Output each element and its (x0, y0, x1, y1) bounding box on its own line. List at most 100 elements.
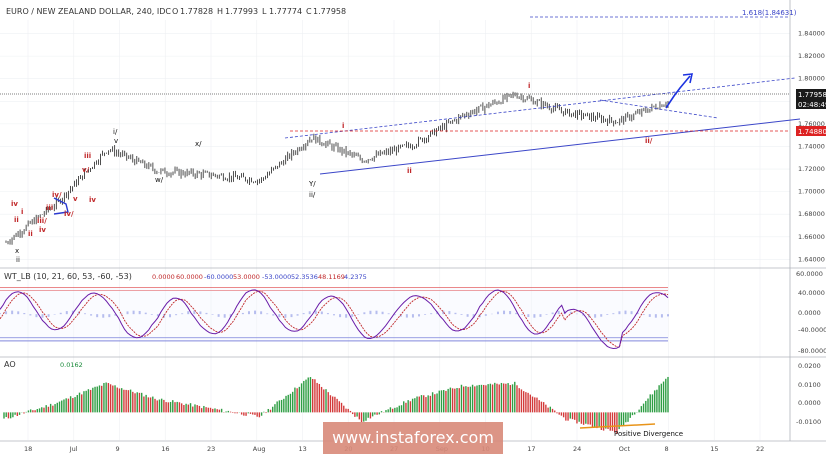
price-tags: 1.77958 02:48:49 1.74880 (796, 89, 826, 136)
wt-main-line (0, 289, 669, 350)
price-tick: 1.82000 (798, 52, 825, 60)
ao-tick-0100: 0.0100 (798, 381, 821, 389)
c-label: C (306, 7, 312, 16)
wt-value-2: 60.0000 (176, 273, 203, 281)
wave-label-ii-black: ii (16, 256, 20, 264)
time-tick: 18 (24, 445, 32, 453)
o-value: 1.77828 (180, 7, 213, 16)
price-plot (5, 91, 669, 245)
wt-tick-40: 40.0000 (798, 289, 825, 297)
wave-label-iv-2: iv (39, 226, 46, 234)
watermark: www.instaforex.com (323, 422, 503, 454)
price-tick: 1.66000 (798, 233, 825, 241)
wave-label-i-3: i (528, 82, 530, 90)
trend-line-lower (319, 118, 801, 175)
wave-label-iii-slash: iii/ (37, 217, 47, 225)
symbol-title: EURO / NEW ZEALAND DOLLAR, 240, IDC (6, 7, 171, 16)
divergence-line (579, 423, 656, 429)
wave-label-iv-slash: iv/ (64, 210, 74, 218)
wave-label-x: x (15, 247, 19, 255)
wt-value-8: 4.2375 (344, 273, 367, 281)
wave-label-i-slash: i/ (113, 128, 118, 136)
ao-tick-0200: 0.0200 (798, 362, 821, 370)
time-tick: 15 (710, 445, 718, 453)
wave-label-iv-slash-2: iv/ (52, 191, 62, 199)
level-tag (796, 126, 826, 136)
wt-tick-top: 60.0000 (796, 270, 823, 278)
h-value: 1.77993 (225, 7, 258, 16)
wt-panel: WT_LB (10, 21, 60, 53, -60, -53) 0.0000 … (0, 270, 826, 355)
wt-value-5: -53.0000 (262, 273, 291, 281)
wave-label-ii-slash-black: ii/ (309, 191, 316, 199)
forecast-arrow-head (682, 73, 694, 84)
wave-label-iv-3: iv (89, 196, 96, 204)
wave-label-iii: iii (46, 204, 53, 212)
l-label: L (262, 7, 267, 16)
time-tick: 23 (207, 445, 215, 453)
wave-label-i: i (21, 208, 23, 216)
time-tick: Aug (253, 445, 266, 453)
wave-label-ii-slash: ii/ (645, 137, 653, 145)
price-tick: 1.84000 (798, 30, 825, 38)
time-tick: 17 (527, 445, 535, 453)
time-tick: 13 (299, 445, 307, 453)
price-tick: 1.80000 (798, 75, 825, 83)
c-value: 1.77958 (313, 7, 346, 16)
time-tick: Oct (619, 445, 631, 453)
time-tick: 22 (756, 445, 764, 453)
divergence-label: Positive Divergence (614, 430, 683, 438)
trend-line-upper (284, 77, 796, 139)
wt-value-3: -60.0000 (204, 273, 233, 281)
wt-tick-neg40: -40.0000 (798, 326, 826, 334)
price-tick: 1.74000 (798, 142, 825, 150)
wave-label-iii-2: iii (84, 152, 91, 160)
wave-label-x-slash: x/ (195, 140, 202, 148)
time-tick: Jul (69, 445, 78, 453)
wt-signal-line (0, 290, 669, 348)
wave-label-w-slash: w/ (155, 176, 164, 184)
l-value: 1.77774 (269, 7, 302, 16)
ao-plot (3, 376, 669, 434)
trend-line-wedge (599, 99, 719, 119)
wt-tick-neg80: -80.0000 (798, 347, 826, 355)
o-label: O (172, 7, 178, 16)
time-tick: 16 (161, 445, 169, 453)
grid (0, 0, 826, 442)
h-label: H (217, 7, 223, 16)
wave-label-v-slash: v/ (82, 166, 90, 174)
forecast-arrow (665, 75, 691, 109)
wave-label-i-2: i (342, 122, 344, 130)
price-tick: 1.64000 (798, 255, 825, 263)
wt-plot (0, 287, 669, 350)
chart-header: EURO / NEW ZEALAND DOLLAR, 240, IDC O 1.… (6, 7, 346, 16)
countdown-value: 02:48:49 (798, 101, 826, 109)
wave-label-v-black: v (114, 137, 118, 145)
wt-value-7: 48.1169 (318, 273, 345, 281)
time-tick: 9 (116, 445, 120, 453)
triangle-marker (53, 197, 69, 215)
wt-title: WT_LB (10, 21, 60, 53, -60, -53) (4, 272, 132, 281)
wt-tick-0: 0.0000 (798, 309, 821, 317)
wt-value-1: 0.0000 (152, 273, 175, 281)
last-price-value: 1.77958 (798, 91, 826, 99)
ao-title: AO (4, 360, 16, 369)
wave-label-ii: ii (28, 230, 33, 238)
wave-label-iv: iv (11, 200, 18, 208)
price-tick: 1.72000 (798, 165, 825, 173)
wave-labels: iv i ii iii iv v iii v/ iv i ii ii/ i ii… (11, 82, 653, 264)
level-value: 1.74880 (798, 128, 826, 136)
fib-label: 1.618(1.84631) (742, 9, 797, 17)
ao-panel: AO 0.0162 0.0200 0.0100 0.0000 -0.0100 P… (3, 360, 821, 438)
wave-label-ii-3: ii (14, 216, 19, 224)
countdown-tag (796, 99, 826, 109)
time-tick: 24 (573, 445, 581, 453)
wave-label-ii-2: ii (407, 167, 412, 175)
ao-tick-0000: 0.0000 (798, 399, 821, 407)
wave-label-y-slash: Y/ (308, 180, 316, 188)
price-tick: 1.68000 (798, 210, 825, 218)
wt-value-4: 53.0000 (233, 273, 260, 281)
ao-tick-neg0100: -0.0100 (796, 418, 821, 426)
price-tick: 1.70000 (798, 188, 825, 196)
